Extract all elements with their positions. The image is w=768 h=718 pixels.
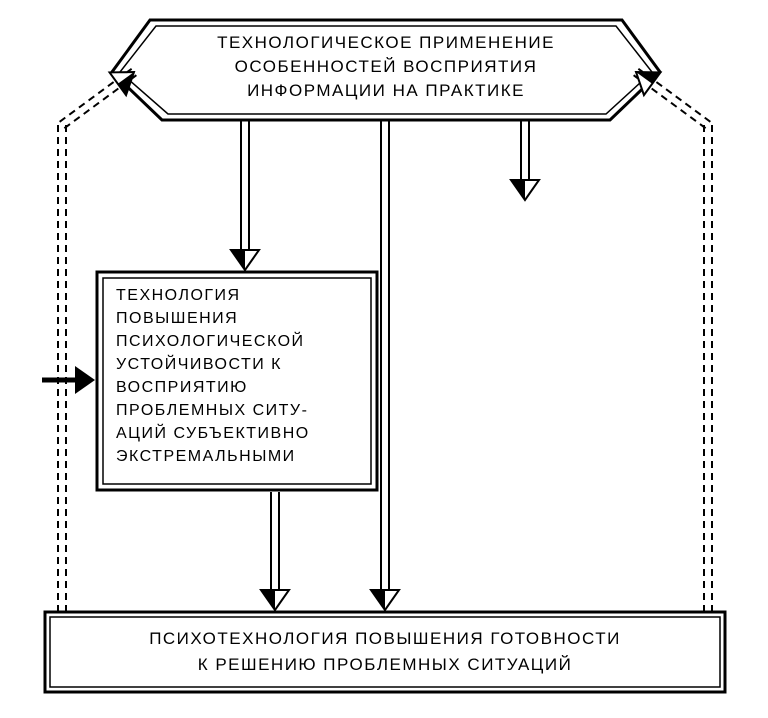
arrow-top-to-mid	[231, 120, 259, 270]
mid-box-line: ВОСПРИЯТИЮ	[116, 379, 248, 396]
mid-box-line: ЭКСТРЕМАЛЬНЫМИ	[116, 448, 296, 465]
arrow-feedback-right	[634, 69, 712, 612]
top-box-line: ОСОБЕННОСТЕЙ ВОСПРИЯТИЯ	[235, 57, 538, 76]
top-box: ТЕХНОЛОГИЧЕСКОЕ ПРИМЕНЕНИЕ ОСОБЕННОСТЕЙ В…	[112, 20, 660, 120]
flow-diagram: ТЕХНОЛОГИЧЕСКОЕ ПРИМЕНЕНИЕ ОСОБЕННОСТЕЙ В…	[0, 0, 768, 718]
bottom-box-line: ПСИХОТЕХНОЛОГИЯ ПОВЫШЕНИЯ ГОТОВНОСТИ	[149, 629, 621, 648]
mid-box-line: ПСИХОЛОГИЧЕСКОЙ	[116, 331, 305, 350]
bottom-box-line: К РЕШЕНИЮ ПРОБЛЕМНЫХ СИТУАЦИЙ	[198, 655, 573, 674]
arrow-top-to-right	[511, 120, 539, 200]
mid-box-line: ТЕХНОЛОГИЯ	[116, 287, 241, 304]
mid-box-line: ПРОБЛЕМНЫХ СИТУ-	[116, 402, 308, 419]
bottom-box: ПСИХОТЕХНОЛОГИЯ ПОВЫШЕНИЯ ГОТОВНОСТИ К РЕ…	[45, 612, 725, 692]
mid-box-line: АЦИЙ СУБЪЕКТИВНО	[116, 423, 310, 442]
arrow-mid-to-bottom	[261, 492, 289, 610]
mid-box-line: УСТОЙЧИВОСТИ К	[116, 354, 282, 373]
mid-box-line: ПОВЫШЕНИЯ	[116, 310, 238, 327]
top-box-line: ИНФОРМАЦИИ НА ПРАКТИКЕ	[247, 81, 525, 100]
arrow-left-into-mid	[42, 366, 95, 394]
mid-box: ТЕХНОЛОГИЯ ПОВЫШЕНИЯ ПСИХОЛОГИЧЕСКОЙ УСТОЙЧ…	[97, 272, 377, 490]
top-box-line: ТЕХНОЛОГИЧЕСКОЕ ПРИМЕНЕНИЕ	[217, 33, 555, 52]
